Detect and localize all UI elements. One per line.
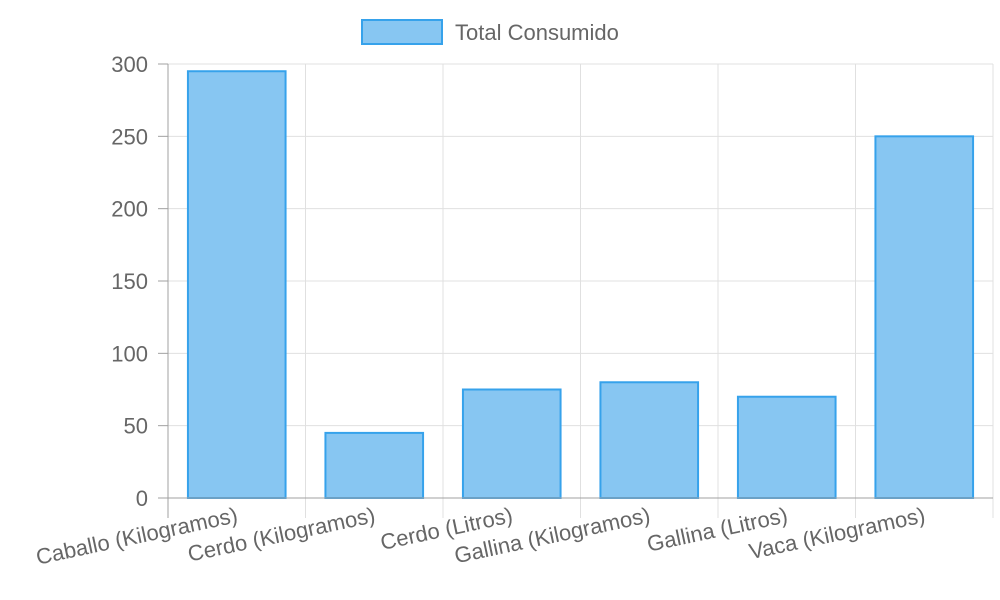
bars bbox=[186, 70, 975, 500]
y-tick-label: 50 bbox=[124, 414, 148, 439]
y-tick-label: 250 bbox=[111, 124, 148, 149]
bar[interactable] bbox=[736, 395, 837, 500]
y-tick-label: 0 bbox=[136, 486, 148, 511]
bar[interactable] bbox=[599, 381, 700, 499]
bar[interactable] bbox=[461, 388, 562, 499]
grid-lines bbox=[168, 63, 994, 518]
axes bbox=[158, 63, 993, 518]
y-tick-label: 150 bbox=[111, 269, 148, 294]
bar[interactable] bbox=[186, 70, 287, 499]
legend-swatch bbox=[361, 19, 443, 45]
y-tick-label: 100 bbox=[111, 341, 148, 366]
legend-label: Total Consumido bbox=[455, 20, 619, 45]
y-tick-label: 300 bbox=[111, 52, 148, 77]
y-axis-tick-labels: 0 50 100 150 200 250 300 bbox=[111, 52, 148, 511]
bar[interactable] bbox=[874, 135, 975, 499]
y-tick-label: 200 bbox=[111, 197, 148, 222]
legend[interactable]: Total Consumido bbox=[361, 19, 619, 45]
bar[interactable] bbox=[324, 431, 425, 499]
